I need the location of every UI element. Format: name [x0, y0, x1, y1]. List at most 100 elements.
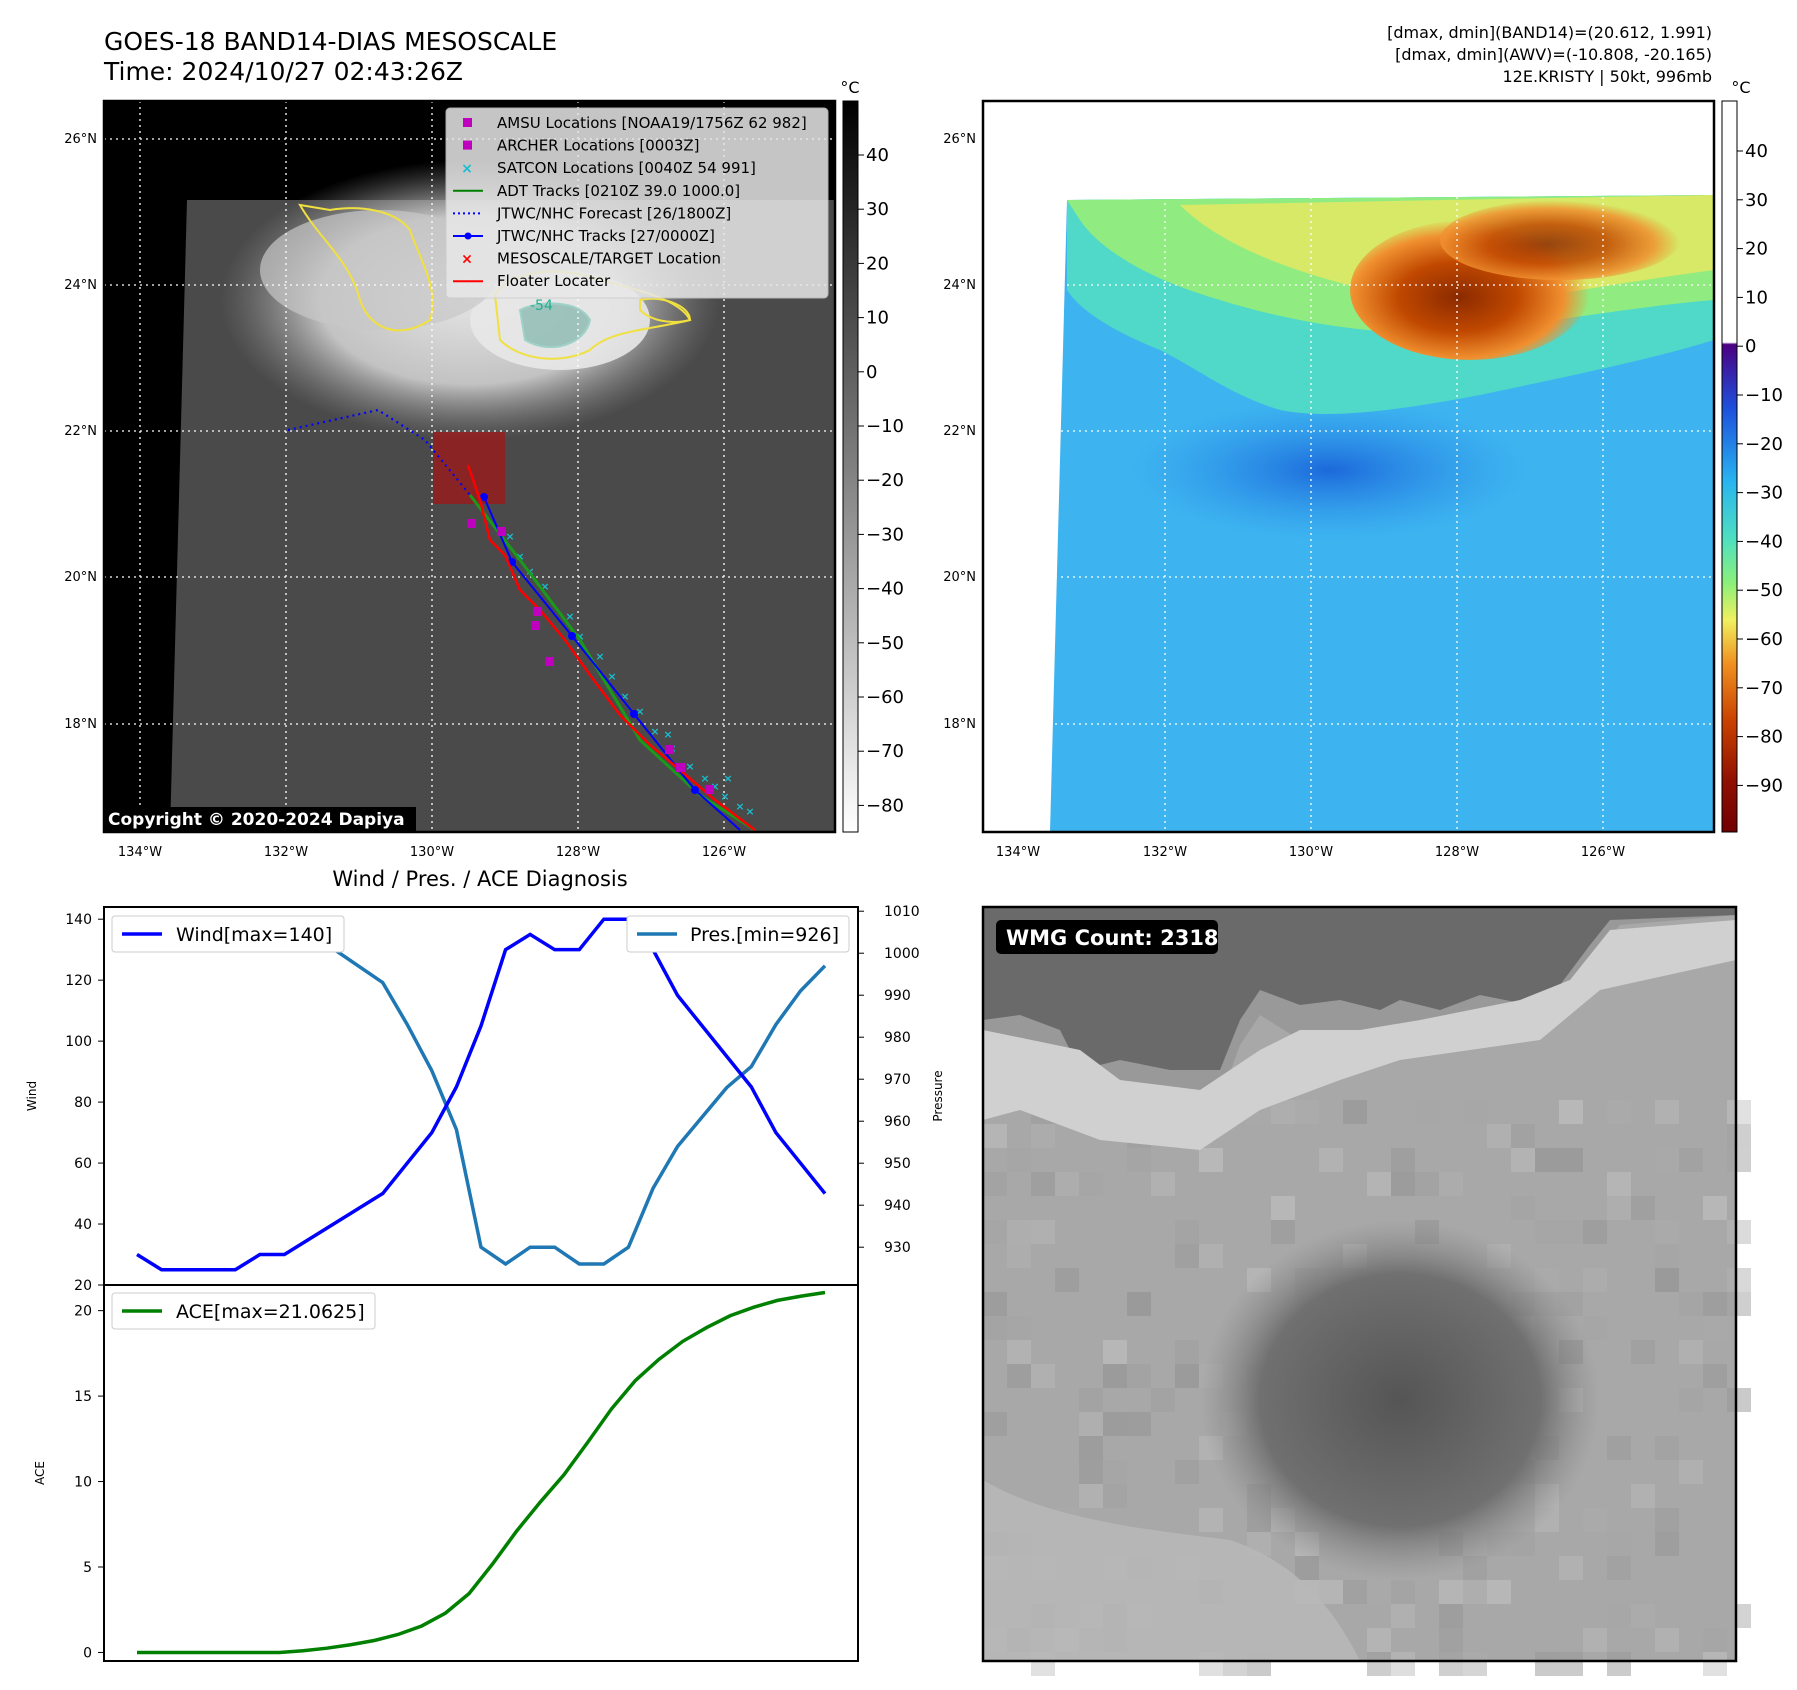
- wmg-pixel: [1727, 1100, 1751, 1124]
- svg-text:22°N: 22°N: [64, 424, 97, 439]
- satcon-x-marker: ×: [685, 760, 694, 773]
- wmg-pixel: [1127, 1292, 1151, 1316]
- wmg-count-label: WMG Count: 2318: [1006, 926, 1219, 950]
- wmg-pixel: [1007, 1244, 1031, 1268]
- svg-text:20°N: 20°N: [64, 570, 97, 585]
- wmg-pixel: [1607, 1532, 1631, 1556]
- satcon-x-marker: ×: [575, 630, 584, 643]
- pressure-tick-label: 930: [884, 1240, 911, 1256]
- wmg-pixel: [1367, 1172, 1391, 1196]
- diagnosis-title: Wind / Pres. / ACE Diagnosis: [332, 867, 627, 891]
- awv-colorbar-ticks: 40 30 20 10 0 −10 −20 −30 −40 −50 −60 −70 −80 −90: [1737, 141, 1783, 796]
- wmg-pixel: [1031, 1220, 1055, 1244]
- awv-tick-label: −50: [1745, 580, 1783, 601]
- wmg-pixel: [1607, 1604, 1631, 1628]
- legend-label: ADT Tracks [0210Z 39.0 1000.0]: [497, 182, 740, 200]
- legend-marker-dot: [464, 232, 472, 240]
- wind-legend: Wind[max=140]: [111, 915, 345, 953]
- svg-text:18°N: 18°N: [64, 717, 97, 732]
- wmg-pixel: [1055, 1172, 1079, 1196]
- wmg-pixel: [1103, 1172, 1127, 1196]
- wmg-pixel: [1535, 1652, 1559, 1676]
- pressure-tick-label: 990: [884, 988, 911, 1004]
- wind-axis-label: Wind: [25, 1081, 39, 1111]
- ir-tick-label: −10: [866, 416, 904, 437]
- wmg-pixel: [1295, 1100, 1319, 1124]
- wmg-pixel: [1463, 1652, 1487, 1676]
- wmg-pixel: [1607, 1196, 1631, 1220]
- wmg-pixel: [1079, 1172, 1103, 1196]
- wmg-pixel: [1535, 1148, 1559, 1172]
- wmg-pixel: [1727, 1124, 1751, 1148]
- wmg-pixel: [1631, 1316, 1655, 1340]
- wmg-pixel: [1415, 1172, 1439, 1196]
- legend-entry: × SATCON Locations [0040Z 54 991]: [461, 159, 756, 177]
- legend-entry: AMSU Locations [NOAA19/1756Z 62 982]: [463, 114, 807, 132]
- legend-entry: × MESOSCALE/TARGET Location: [461, 250, 721, 268]
- awv-tick-label: 10: [1745, 287, 1768, 308]
- wmg-pixel: [1439, 1628, 1463, 1652]
- wmg-pixel: [1607, 1436, 1631, 1460]
- wmg-pixel: [1007, 1364, 1031, 1388]
- pressure-tick-label: 980: [884, 1030, 911, 1046]
- wmg-pixel: [1391, 1580, 1415, 1604]
- legend-label: JTWC/NHC Tracks [27/0000Z]: [496, 227, 715, 245]
- satcon-x-marker: ×: [663, 728, 672, 741]
- satcon-x-marker: ×: [710, 780, 719, 793]
- pressure-tick-label: 1000: [884, 946, 920, 962]
- wmg-pixel: [1199, 1148, 1223, 1172]
- wmg-pixel: [983, 1220, 1007, 1244]
- cloud-contour: [298, 203, 434, 332]
- satcon-x-marker: ×: [620, 690, 629, 703]
- legend-label: JTWC/NHC Forecast [26/1800Z]: [496, 204, 731, 222]
- wmg-pixel: [1151, 1388, 1175, 1412]
- wmg-pixel: [1559, 1220, 1583, 1244]
- wmg-pixel: [1367, 1652, 1391, 1676]
- satcon-x-marker: ×: [745, 805, 754, 818]
- wmg-pixel: [1655, 1244, 1679, 1268]
- wmg-pixel: [1679, 1460, 1703, 1484]
- copyright-label: Copyright © 2020-2024 Dapiya: [108, 810, 405, 830]
- figure-timestamp: Time: 2024/10/27 02:43:26Z: [103, 57, 463, 86]
- wmg-pixel: [1055, 1268, 1079, 1292]
- legend-marker-square: [463, 140, 472, 150]
- ir-tick-label: 20: [866, 253, 889, 274]
- wmg-pixel: [1007, 1220, 1031, 1244]
- ace-axes: [103, 1284, 859, 1662]
- wmg-pixel: [1559, 1652, 1583, 1676]
- wmg-pixel: [1703, 1316, 1727, 1340]
- svg-text:126°W: 126°W: [702, 845, 746, 860]
- wmg-pixel: [1127, 1412, 1151, 1436]
- svg-text:20°N: 20°N: [943, 570, 976, 585]
- wmg-pixel: [1031, 1364, 1055, 1388]
- pressure-tick-label: 970: [884, 1072, 911, 1088]
- wmg-pixel: [1199, 1244, 1223, 1268]
- wmg-pixel: [1559, 1556, 1583, 1580]
- wmg-pixel: [1655, 1508, 1679, 1532]
- svg-text:130°W: 130°W: [1289, 845, 1333, 860]
- awv-frame: [981, 99, 1716, 834]
- wmg-pixel: [1607, 1388, 1631, 1412]
- ir-tick-label: 10: [866, 308, 889, 329]
- awv-tick-label: −30: [1745, 483, 1783, 504]
- wmg-pixel: [1607, 1556, 1631, 1580]
- satcon-x-marker: ×: [650, 725, 659, 738]
- wmg-pixel: [1631, 1196, 1655, 1220]
- awv-lat-labels: 26°N 24°N 22°N 20°N 18°N: [943, 132, 976, 732]
- wind-tick-label: 120: [65, 973, 92, 989]
- wmg-pixel: [1007, 1148, 1031, 1172]
- cold-contour: [518, 302, 592, 349]
- awv-map-panel: 26°N 24°N 22°N 20°N 18°N 134°W 132°W 130…: [943, 78, 1783, 860]
- wmg-pixel: [1631, 1604, 1655, 1628]
- wmg-pixel: [1439, 1172, 1463, 1196]
- svg-text:134°W: 134°W: [996, 845, 1040, 860]
- wmg-pixel: [1511, 1196, 1535, 1220]
- jtwc-track: [483, 496, 741, 831]
- map-legend: AMSU Locations [NOAA19/1756Z 62 982] ARCH…: [445, 107, 829, 299]
- satcon-x-marker: ×: [505, 530, 514, 543]
- wmg-dark-core: [1200, 1220, 1600, 1580]
- svg-text:22°N: 22°N: [943, 424, 976, 439]
- wmg-pixel: [1439, 1652, 1463, 1676]
- wmg-pixel: [1727, 1388, 1751, 1412]
- wmg-pixel: [1079, 1412, 1103, 1436]
